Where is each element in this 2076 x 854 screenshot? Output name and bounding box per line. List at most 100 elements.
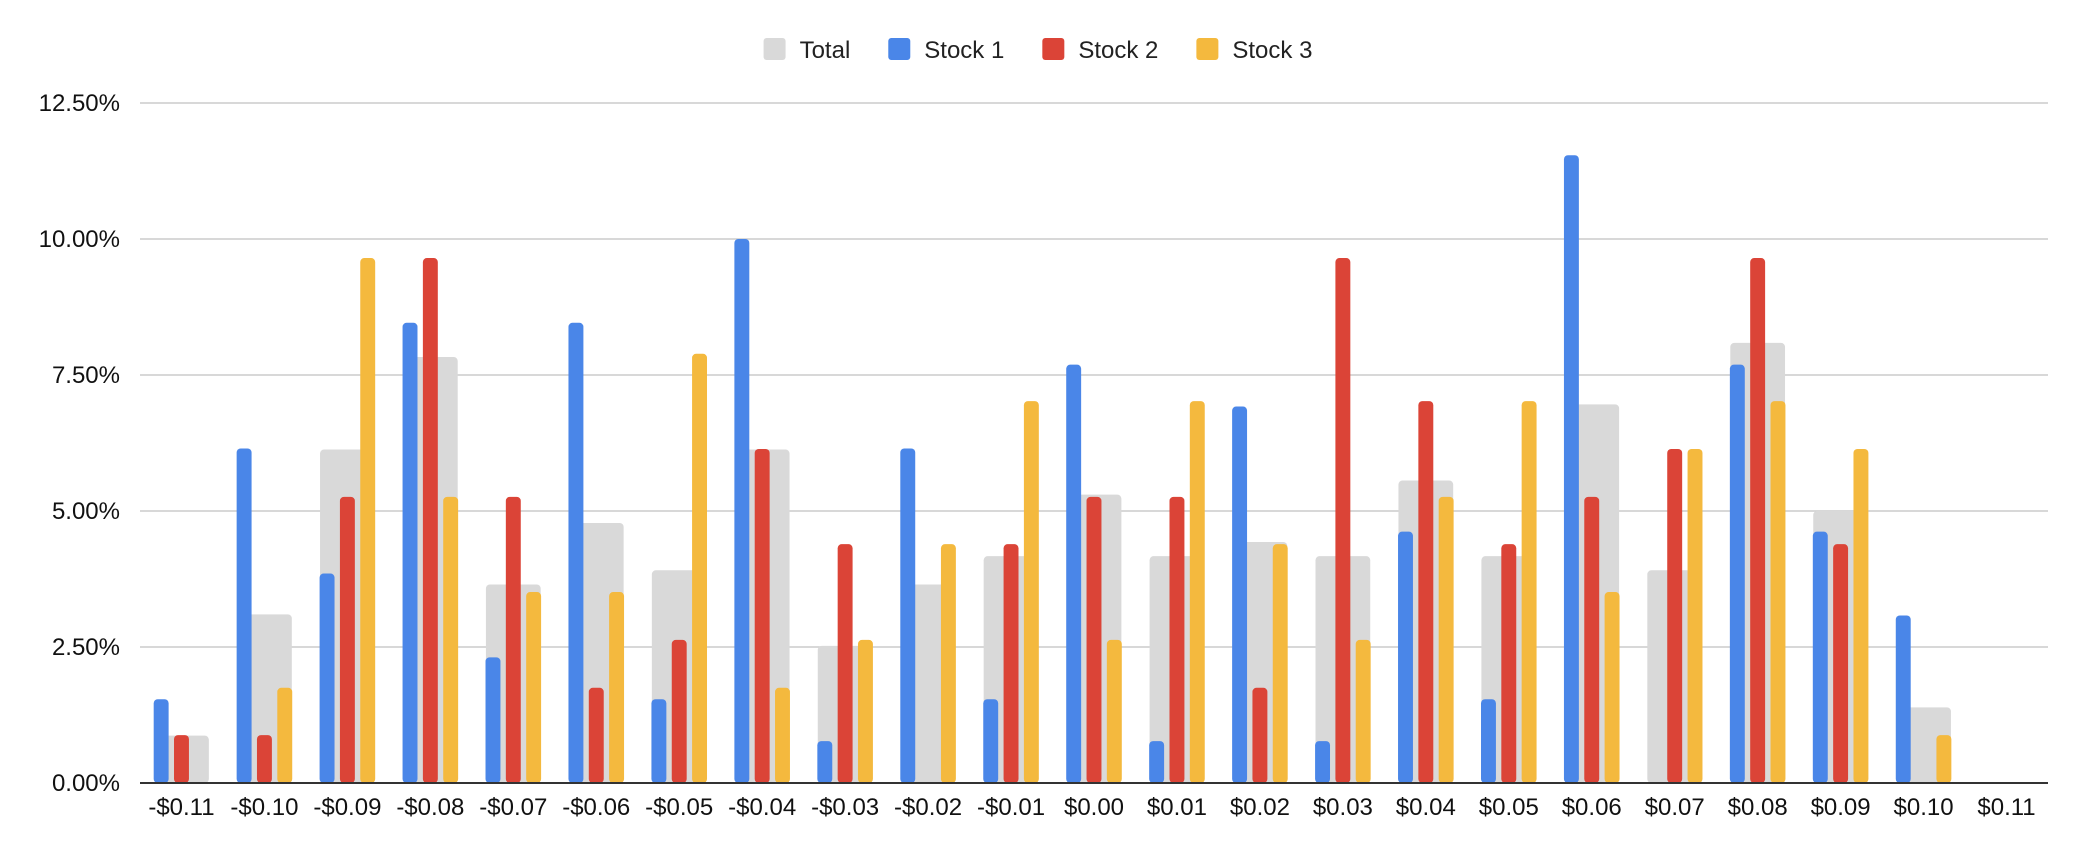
bar-stock-1: [568, 322, 584, 783]
bar-stock-1: [651, 699, 667, 783]
x-tick-label: $0.06: [1562, 794, 1622, 821]
legend-label: Stock 3: [1232, 37, 1312, 64]
y-tick-label: 0.00%: [52, 770, 120, 797]
bar-stock-3: [1936, 735, 1952, 783]
x-tick-label: -$0.10: [230, 794, 298, 821]
bar-stock-3: [940, 544, 956, 783]
x-tick-label: $0.09: [1811, 794, 1871, 821]
x-tick-label: $0.08: [1728, 794, 1788, 821]
y-tick-label: 10.00%: [39, 226, 120, 253]
legend-label: Stock 1: [924, 37, 1004, 64]
bar-stock-3: [277, 687, 293, 783]
bar-stock-2: [1750, 258, 1766, 783]
bar-stock-3: [443, 496, 459, 783]
bar-stock-1: [983, 699, 999, 783]
bar-stock-3: [1023, 401, 1039, 783]
bar-stock-2: [256, 735, 272, 783]
x-tick-label: -$0.06: [562, 794, 630, 821]
bar-stock-2: [588, 687, 604, 783]
bar-stock-3: [1687, 448, 1703, 783]
bar-stock-2: [1003, 544, 1019, 783]
axes: 0.00% 2.50% 5.00% 7.50% 10.00% 12.50% -$0.11 -$…: [39, 90, 2048, 821]
x-tick-label: $0.02: [1230, 794, 1290, 821]
x-tick-label: -$0.07: [479, 794, 547, 821]
bar-stock-1: [734, 239, 750, 783]
bar-stock-2: [174, 735, 189, 783]
bar-stock-1: [1066, 364, 1082, 783]
bar-stock-1: [319, 573, 335, 783]
bar-stock-3: [1604, 592, 1620, 783]
bar-stock-2: [1418, 401, 1434, 783]
bar-stock-1: [485, 657, 501, 783]
bar-stock-3: [775, 687, 790, 783]
bar-stock-2: [1169, 496, 1185, 783]
bar-stock-1: [1729, 364, 1745, 783]
x-tick-label: -$0.01: [977, 794, 1045, 821]
bar-stock-1: [1149, 741, 1165, 783]
bar-stock-2: [1584, 496, 1600, 783]
bars: [153, 155, 1952, 783]
bar-stock-2: [505, 496, 521, 783]
bar-stock-2: [339, 496, 355, 783]
bar-stock-3: [1521, 401, 1537, 783]
bar-stock-1: [1315, 741, 1331, 783]
x-tick-label: $0.03: [1313, 794, 1373, 821]
x-tick-label: -$0.03: [811, 794, 879, 821]
bar-stock-3: [1272, 544, 1288, 783]
x-tick-label: $0.04: [1396, 794, 1456, 821]
y-tick-label: 12.50%: [39, 90, 120, 117]
legend-label: Stock 2: [1078, 37, 1158, 64]
bar-stock-2: [671, 639, 687, 783]
bar-stock-2: [1335, 258, 1351, 783]
bar-stock-1: [1563, 155, 1579, 783]
legend: Total Stock 1 Stock 2 Stock 3: [763, 37, 1312, 64]
y-tick-label: 5.00%: [52, 498, 120, 525]
bar-stock-3: [360, 258, 376, 783]
x-tick-label: $0.07: [1645, 794, 1705, 821]
bar-stock-3: [1189, 401, 1205, 783]
x-tick-label: $0.11: [1977, 794, 2035, 821]
bar-stock-2: [1501, 544, 1517, 783]
bar-stock-3: [1106, 639, 1122, 783]
x-tick-label: -$0.05: [645, 794, 713, 821]
legend-item-stock-1[interactable]: Stock 1: [888, 37, 1004, 64]
bar-stock-1: [402, 322, 418, 783]
legend-swatch: [1196, 38, 1219, 60]
bar-stock-1: [236, 448, 252, 783]
bar-stock-2: [422, 258, 438, 783]
bar-stock-1: [1812, 531, 1828, 783]
bar-stock-2: [1086, 496, 1102, 783]
bar-stock-2: [1667, 448, 1683, 783]
bar-stock-1: [1480, 699, 1496, 783]
x-tick-label: $0.05: [1479, 794, 1539, 821]
x-tick-label: -$0.02: [894, 794, 962, 821]
legend-item-stock-3[interactable]: Stock 3: [1196, 37, 1312, 64]
bar-stock-3: [1355, 639, 1371, 783]
x-tick-label: -$0.08: [396, 794, 464, 821]
x-tick-label: -$0.09: [313, 794, 381, 821]
bar-stock-1: [817, 741, 833, 783]
bar-stock-1: [900, 448, 916, 783]
legend-swatch: [1042, 38, 1065, 60]
legend-label: Total: [800, 37, 851, 64]
x-tick-label: $0.00: [1064, 794, 1124, 821]
y-tick-label: 7.50%: [52, 362, 120, 389]
bar-stock-2: [1833, 544, 1849, 783]
x-tick-label: -$0.04: [728, 794, 796, 821]
bar-stock-2: [1252, 687, 1268, 783]
bar-stock-1: [153, 699, 169, 783]
legend-item-stock-2[interactable]: Stock 2: [1042, 37, 1158, 64]
x-tick-label: $0.01: [1147, 794, 1207, 821]
bar-stock-3: [609, 592, 625, 783]
bar-stock-3: [1853, 448, 1869, 783]
bar-stock-3: [1438, 496, 1454, 783]
legend-swatch: [763, 38, 786, 60]
legend-item-total[interactable]: Total: [763, 37, 851, 64]
bar-stock-3: [857, 639, 873, 783]
bar-stock-1: [1895, 615, 1911, 783]
bar-stock-2: [754, 448, 770, 783]
x-tick-label: -$0.11: [148, 794, 214, 821]
bar-stock-2: [837, 544, 853, 783]
